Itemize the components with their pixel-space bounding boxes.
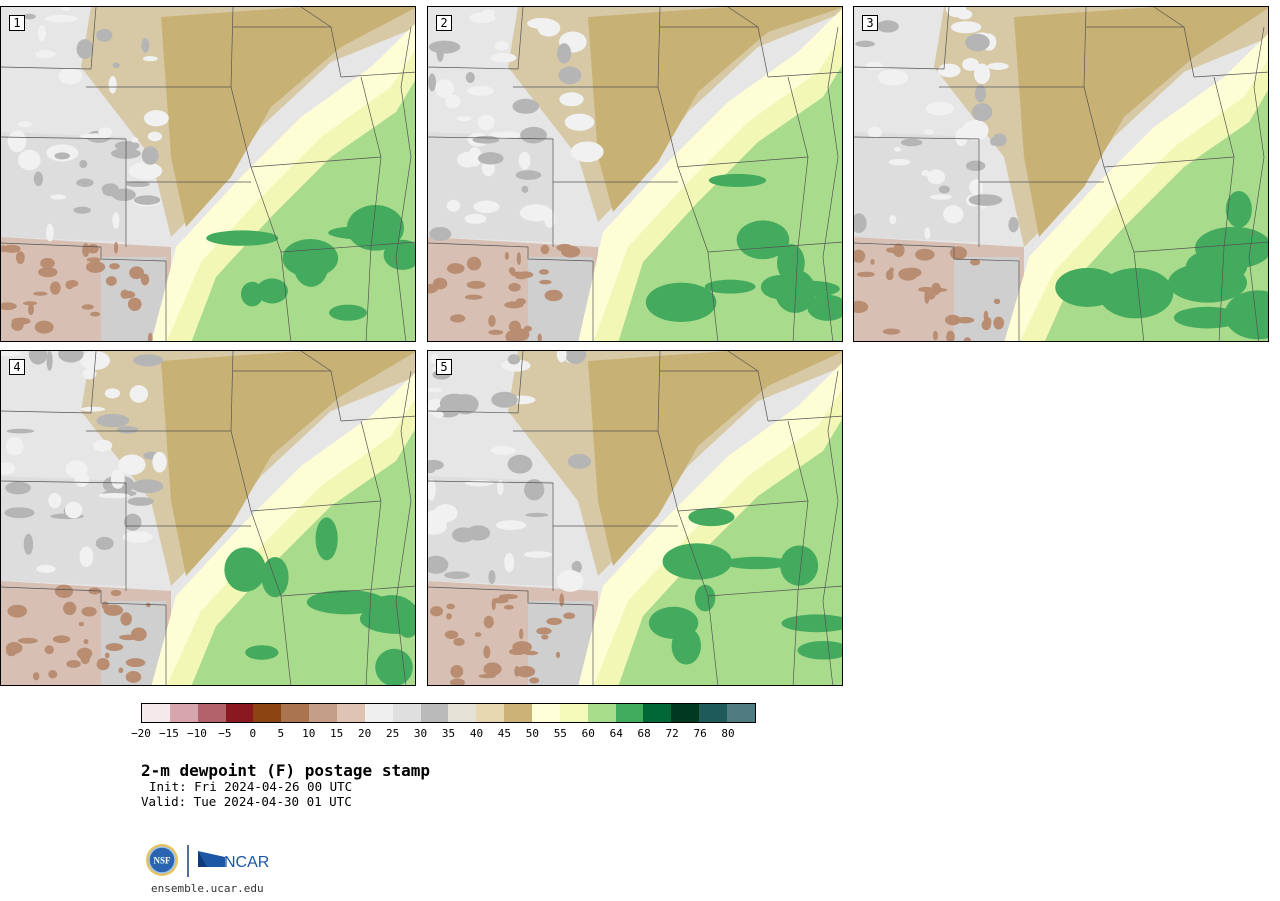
dewpoint-field [428, 351, 842, 685]
colorbar-swatch [420, 704, 449, 722]
figure-title: 2-m dewpoint (F) postage stamp [141, 761, 430, 780]
colorbar-tick-label: 15 [330, 727, 344, 740]
colorbar-swatch [392, 704, 421, 722]
colorbar-tick-label: −5 [218, 727, 232, 740]
dewpoint-field [1, 351, 415, 685]
nsf-logo-text: NSF [153, 856, 171, 866]
colorbar-tick-label: 76 [693, 727, 707, 740]
colorbar-tick-label: 25 [385, 727, 400, 740]
colorbar-swatch [615, 704, 644, 722]
colorbar-tick-label: 45 [497, 727, 512, 740]
logos: NSF NCAR [146, 844, 269, 877]
colorbar-swatch [727, 704, 755, 722]
colorbar-swatch [337, 704, 365, 722]
map-panel-2: 2 [427, 6, 843, 342]
colorbar-swatch [197, 704, 226, 722]
dewpoint-field [854, 7, 1268, 341]
map-panel-3: 3 [853, 6, 1269, 342]
colorbar-tick-label: 68 [637, 727, 651, 740]
colorbar-tick-label: 0 [249, 727, 257, 740]
colorbar-tick-label: −20 [131, 727, 151, 740]
colorbar-swatch [309, 704, 338, 722]
init-time: Init: Fri 2024-04-26 00 UTC [149, 779, 353, 794]
colorbar-swatch [699, 704, 728, 722]
colorbar-tick-label: 64 [609, 727, 623, 740]
map-panel-1: 1 [0, 6, 416, 342]
colorbar-tick-label: 10 [302, 727, 316, 740]
colorbar-swatch [476, 704, 505, 722]
valid-time: Valid: Tue 2024-04-30 01 UTC [141, 794, 352, 809]
colorbar-tick-label: 50 [525, 727, 539, 740]
colorbar [141, 703, 756, 723]
colorbar-swatch [225, 704, 254, 722]
site-url: ensemble.ucar.edu [151, 882, 264, 895]
colorbar-swatch [587, 704, 616, 722]
panel-label: 1 [9, 15, 25, 31]
nsf-logo-icon: NSF [146, 844, 178, 876]
colorbar-ticks: −20 −15 −10 −5 0 5 10 15 20 25 30 35 40 45 50 55 60 64 68 7… [131, 727, 756, 741]
dewpoint-field [1, 7, 415, 341]
colorbar-swatch [448, 704, 477, 722]
colorbar-swatch [281, 704, 310, 722]
colorbar-swatch [504, 704, 533, 722]
colorbar-swatch [532, 704, 560, 722]
colorbar-tick-label: −10 [186, 727, 207, 740]
colorbar-tick-label: 30 [413, 727, 428, 740]
colorbar-tick-label: 35 [441, 727, 456, 740]
ncar-logo-icon: NCAR [198, 851, 269, 871]
colorbar-swatch [169, 704, 198, 722]
colorbar-tick-label: 20 [358, 727, 372, 740]
panel-label: 5 [436, 359, 452, 375]
map-panel-5: 5 [427, 350, 843, 686]
map-panel-4: 4 [0, 350, 416, 686]
colorbar-tick-label: 60 [581, 727, 595, 740]
colorbar-tick-label: 72 [665, 727, 679, 740]
colorbar-swatch [559, 704, 588, 722]
panel-label: 3 [862, 15, 878, 31]
colorbar-tick-label: 55 [553, 727, 567, 740]
colorbar-tick-label: 5 [277, 727, 285, 740]
colorbar-tick-label: 40 [469, 727, 484, 740]
colorbar-swatch [253, 704, 282, 722]
ncar-logo-text: NCAR [224, 854, 269, 871]
colorbar-swatch [142, 704, 170, 722]
panel-label: 2 [436, 15, 452, 31]
colorbar-swatch [671, 704, 700, 722]
colorbar-swatch [643, 704, 672, 722]
panel-label: 4 [9, 359, 25, 375]
colorbar-tick-label: 80 [721, 727, 735, 740]
colorbar-tick-label: −15 [159, 727, 179, 740]
colorbar-swatch [364, 704, 393, 722]
dewpoint-field [428, 7, 842, 341]
